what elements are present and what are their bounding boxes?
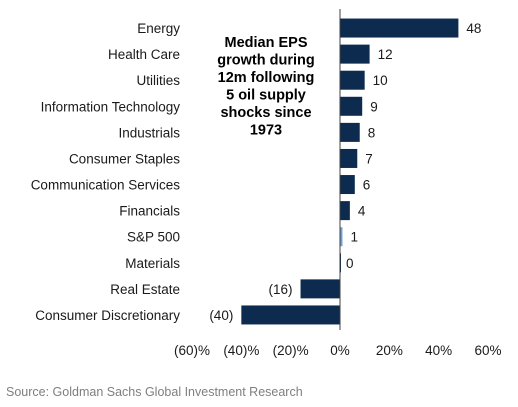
value-label-industrials: 8: [368, 125, 376, 140]
bar-financials: [340, 201, 350, 220]
chart-title-line: shocks since: [220, 105, 311, 121]
category-labels: Energy Health Care Utilities Information Te…: [31, 21, 181, 323]
bar-energy: [340, 19, 458, 38]
category-label-energy: Energy: [137, 21, 180, 36]
category-label-industrials: Industrials: [118, 125, 180, 140]
bar-communication-services: [340, 175, 355, 194]
chart-title-line: 5 oil supply: [226, 88, 306, 104]
chart-title-line: Median EPS: [225, 35, 308, 51]
value-label-materials: 0: [346, 256, 354, 271]
value-label-information-technology: 9: [370, 99, 378, 114]
bar-consumer-staples: [340, 149, 357, 168]
category-label-consumer-discretionary: Consumer Discretionary: [35, 308, 180, 323]
bar-consumer-discretionary: [241, 305, 340, 324]
x-tick-label: 40%: [425, 343, 452, 358]
category-label-materials: Materials: [125, 256, 180, 271]
value-label-utilities: 10: [373, 73, 388, 88]
chart-title-line: growth during: [217, 53, 314, 69]
bar-real-estate: [301, 279, 340, 298]
category-label-information-technology: Information Technology: [41, 99, 181, 114]
bar-industrials: [340, 123, 360, 142]
category-label-communication-services: Communication Services: [31, 178, 181, 193]
x-tick-label: 0%: [330, 343, 350, 358]
x-tick-label: 20%: [376, 343, 403, 358]
x-tick-label: (20)%: [273, 343, 309, 358]
bar-utilities: [340, 71, 365, 90]
category-label-real-estate: Real Estate: [110, 282, 180, 297]
bar-information-technology: [340, 97, 362, 116]
x-tick-labels: (60)% (40)% (20)% 0% 20% 40% 60%: [174, 343, 502, 358]
category-label-utilities: Utilities: [136, 73, 180, 88]
value-label-sandp-500: 1: [350, 230, 358, 245]
chart-title-line: 1973: [250, 123, 282, 139]
category-label-consumer-staples: Consumer Staples: [69, 151, 180, 166]
category-label-health-care: Health Care: [108, 47, 180, 62]
bar-health-care: [340, 45, 370, 64]
value-label-consumer-discretionary: (40): [209, 308, 233, 323]
x-tick-label: 60%: [474, 343, 501, 358]
value-label-consumer-staples: 7: [365, 151, 373, 166]
category-label-sandp-500: S&P 500: [127, 230, 180, 245]
value-label-health-care: 12: [378, 47, 393, 62]
x-tick-label: (60)%: [174, 343, 210, 358]
value-label-financials: 4: [358, 204, 366, 219]
value-label-energy: 48: [466, 21, 481, 36]
value-label-communication-services: 6: [363, 178, 371, 193]
x-tick-label: (40)%: [223, 343, 259, 358]
chart-title-line: 12m following: [218, 70, 315, 86]
value-label-real-estate: (16): [269, 282, 293, 297]
category-label-financials: Financials: [119, 204, 180, 219]
source-note: Source: Goldman Sachs Global Investment …: [6, 385, 303, 399]
